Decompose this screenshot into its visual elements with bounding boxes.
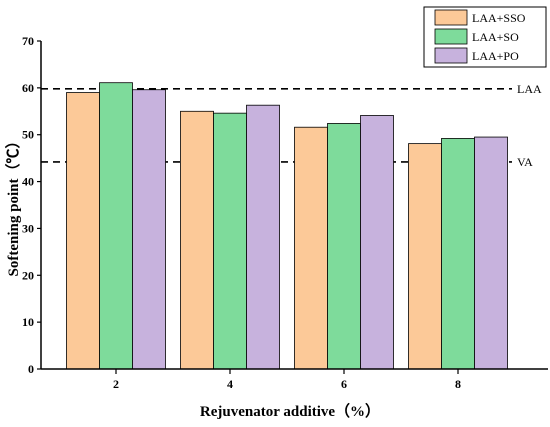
bar-laa-so-4: [213, 112, 247, 370]
legend-label: LAA+PO: [472, 49, 519, 63]
y-tick-label: 60: [22, 81, 34, 95]
bar-laa-po-2: [132, 89, 166, 370]
bar-laa-sso-8: [408, 143, 442, 370]
y-tick-label: 10: [22, 315, 34, 329]
bar-laa-po-8: [474, 136, 508, 370]
y-tick-label: 30: [22, 221, 34, 235]
y-tick-label: 70: [22, 34, 34, 48]
x-axis-title: Rejuvenator additive（%）: [200, 402, 380, 420]
x-tick-label: 4: [227, 377, 233, 391]
y-tick-label: 50: [22, 128, 34, 142]
axes: [40, 41, 548, 370]
x-tick-label: 6: [341, 377, 347, 391]
bar-laa-sso-2: [66, 92, 100, 370]
bar-laa-so-6: [327, 123, 361, 370]
legend-swatch: [434, 47, 468, 64]
bar-laa-sso-6: [294, 126, 328, 370]
y-tick-label: 20: [22, 268, 34, 282]
legend-label: LAA+SSO: [472, 11, 526, 25]
legend-label: LAA+SO: [472, 30, 519, 44]
bars: [66, 82, 508, 370]
y-axis-title: Softening point（℃）: [4, 134, 22, 277]
reference-label-va: VA: [517, 155, 533, 169]
reference-label-laa: LAA: [517, 82, 542, 96]
bar-laa-sso-4: [180, 110, 214, 370]
bar-laa-so-2: [99, 82, 133, 370]
y-ticks: 0 10 20 30 40 50 60 70: [22, 34, 41, 376]
legend-swatch: [434, 9, 468, 26]
bar-laa-po-4: [246, 104, 280, 370]
y-tick-label: 40: [22, 175, 34, 189]
bar-laa-so-8: [441, 138, 475, 370]
x-tick-label: 8: [455, 377, 461, 391]
bar-laa-po-6: [360, 115, 394, 370]
x-tick-label: 2: [113, 377, 119, 391]
y-tick-label: 0: [28, 362, 34, 376]
legend: LAA+SSO LAA+SO LAA+PO: [423, 6, 547, 68]
legend-swatch: [434, 28, 468, 45]
x-ticks: 2 4 6 8: [113, 369, 461, 391]
